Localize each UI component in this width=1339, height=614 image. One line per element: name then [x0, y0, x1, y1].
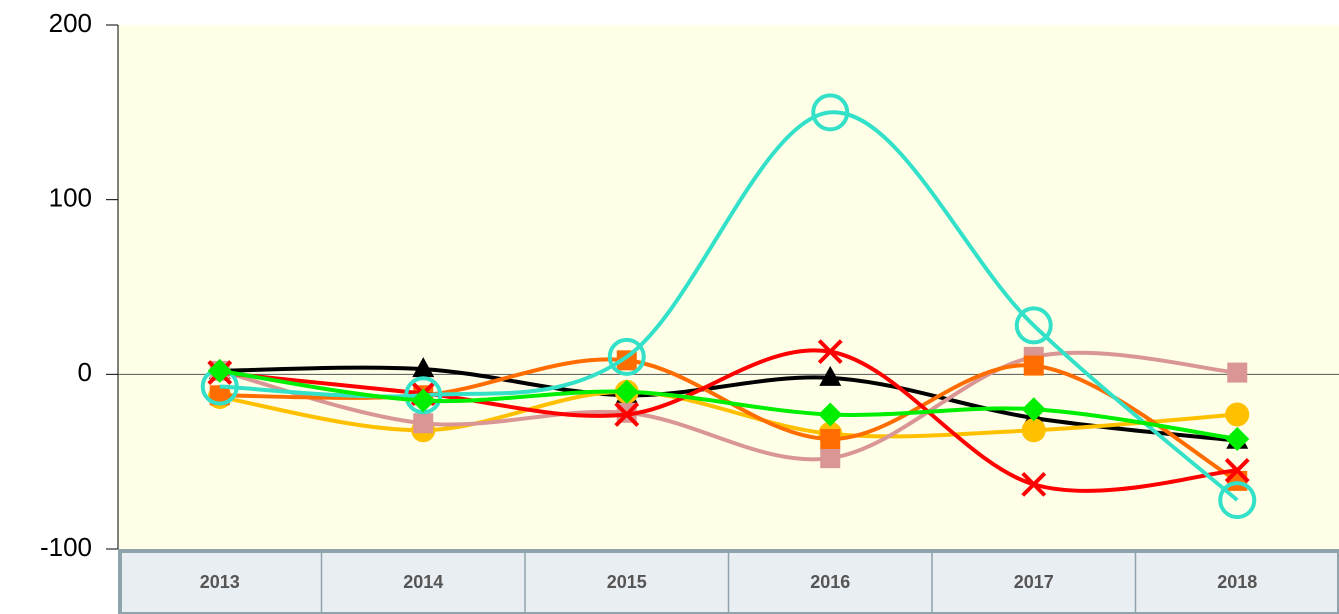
series-line	[219, 365, 1238, 443]
marker	[1225, 426, 1250, 451]
marker	[820, 428, 841, 449]
marker	[614, 402, 640, 427]
marker	[811, 93, 850, 132]
marker	[1218, 481, 1257, 520]
series-line	[219, 350, 1238, 462]
plot-area	[118, 25, 1339, 549]
marker	[1224, 457, 1250, 483]
marker	[1021, 418, 1046, 443]
marker	[1225, 402, 1250, 427]
marker	[818, 402, 843, 427]
y-tick-label: 0	[78, 357, 92, 387]
marker	[413, 413, 434, 434]
marker	[207, 358, 232, 383]
category-table	[118, 549, 1339, 614]
series-line	[219, 348, 1238, 493]
marker	[411, 388, 436, 413]
marker	[412, 357, 435, 378]
x-tick-label: 2017	[1014, 572, 1054, 592]
series-line	[219, 368, 1238, 441]
x-tick-label: 2015	[607, 572, 647, 592]
y-tick-label: -100	[40, 532, 92, 562]
marker	[819, 365, 842, 386]
series-line	[219, 389, 1238, 439]
marker	[607, 337, 646, 376]
y-tick-label: 200	[49, 8, 92, 38]
marker	[1227, 470, 1248, 491]
x-tick-label: 2016	[810, 572, 850, 592]
marker	[209, 385, 230, 406]
x-tick-label: 2013	[200, 572, 240, 592]
marker	[1014, 306, 1053, 345]
x-tick-label: 2018	[1217, 572, 1257, 592]
y-tick-label: 100	[49, 183, 92, 213]
marker	[1023, 355, 1044, 376]
x-tick-label: 2014	[403, 572, 443, 592]
marker	[820, 448, 841, 469]
marker	[1021, 471, 1047, 497]
marker	[1021, 397, 1046, 422]
marker	[614, 379, 639, 404]
marker	[817, 339, 843, 365]
marker	[1227, 362, 1248, 383]
